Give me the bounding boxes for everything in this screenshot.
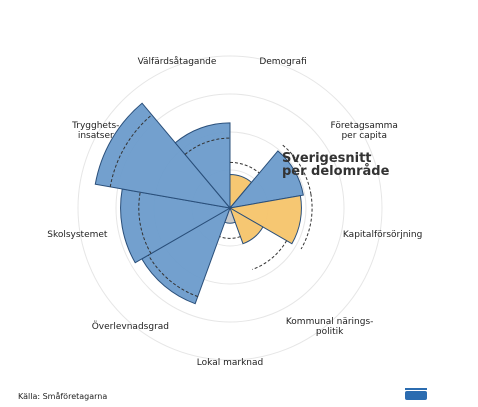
average-arc: [300, 193, 313, 250]
category-label: Trygghets- insatser: [72, 120, 120, 141]
average-arc: [109, 114, 153, 187]
grid-circle: [77, 55, 383, 361]
legend-label: Sverigesnitt per delområde: [282, 151, 390, 179]
grid-circle: [115, 93, 345, 323]
average-arc: [219, 236, 241, 239]
average-arc: [138, 192, 152, 254]
category-label: Demografi: [259, 57, 307, 68]
sector: [229, 206, 264, 245]
sector: [141, 206, 231, 305]
category-label: Välfärdsåtagande: [137, 57, 217, 68]
category-label: Företagsamma per capita: [330, 120, 398, 141]
source: Källa: Småföretagarna: [18, 392, 108, 401]
sector: [228, 150, 304, 209]
category-label: Överlevnadsgrad: [91, 321, 169, 332]
category-label: Kommunal närings- politik: [285, 316, 374, 337]
logo: [405, 388, 427, 400]
sector: [94, 102, 232, 209]
sector: [174, 122, 231, 210]
average-arc: [229, 161, 260, 174]
average-arc: [252, 240, 288, 270]
sector: [120, 188, 232, 264]
average-arc: [282, 144, 312, 194]
category-label: Lokal marknad: [196, 358, 264, 368]
average-arc: [147, 254, 198, 298]
category-label: Kapitalförsörjning: [342, 229, 423, 240]
sector: [228, 195, 302, 245]
category-label: Skolsystemet: [47, 229, 108, 240]
